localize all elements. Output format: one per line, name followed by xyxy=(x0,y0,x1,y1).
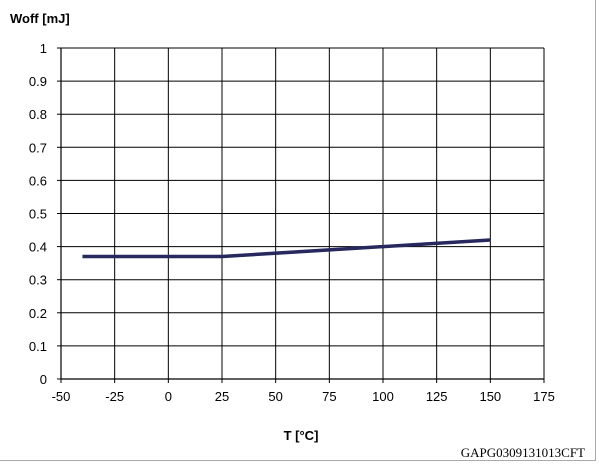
x-tick-label: -50 xyxy=(52,389,71,404)
y-tick-label: 0.7 xyxy=(29,140,47,155)
series-line xyxy=(82,238,491,259)
y-tick-label: 0.8 xyxy=(29,107,47,122)
grid xyxy=(60,47,545,380)
y-tick-label: 0 xyxy=(40,372,47,387)
x-tick-label: 125 xyxy=(426,389,448,404)
x-tick-label: 25 xyxy=(215,389,229,404)
y-tick-label: 0.5 xyxy=(29,207,47,222)
labels: -50 -25 0 25 50 75 100 125 150 175 0 0.1 0.2 0.3 0.4 0.… xyxy=(29,41,555,404)
x-tick-label: 175 xyxy=(533,389,555,404)
x-tick-label: 150 xyxy=(479,389,501,404)
axes xyxy=(57,47,545,383)
y-tick-label: 0.9 xyxy=(29,74,47,89)
y-axis-title: Woff [mJ] xyxy=(10,11,70,26)
y-tick-label: 0.3 xyxy=(29,273,47,288)
x-tick-label: 0 xyxy=(165,389,172,404)
series xyxy=(82,238,491,259)
y-tick-label: 1 xyxy=(40,41,47,56)
x-tick-label: 75 xyxy=(322,389,336,404)
x-tick-label: 50 xyxy=(268,389,282,404)
y-tick-label: 0.4 xyxy=(29,240,47,255)
x-tick-label: -25 xyxy=(105,389,124,404)
y-tick-label: 0.2 xyxy=(29,306,47,321)
figure-code: GAPG0309131013CFT xyxy=(461,445,585,460)
y-tick-label: 0.1 xyxy=(29,339,47,354)
x-axis-title: T [°C] xyxy=(284,428,319,443)
x-tick-label: 100 xyxy=(372,389,394,404)
y-tick-label: 0.6 xyxy=(29,173,47,188)
